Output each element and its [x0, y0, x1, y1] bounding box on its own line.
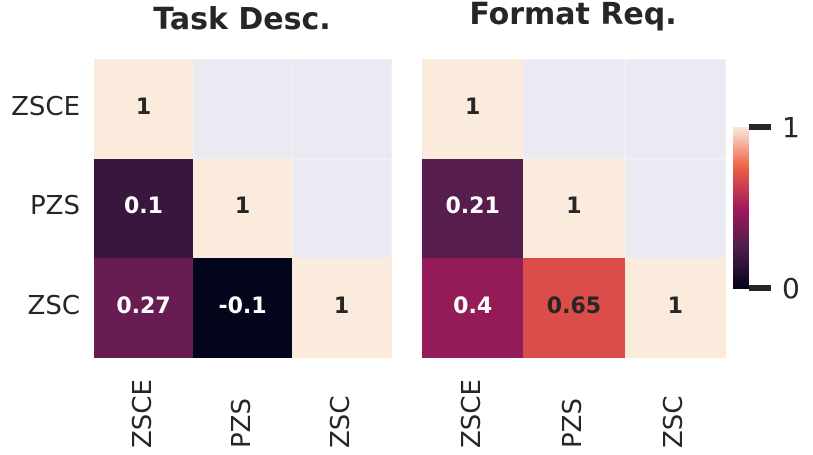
colorbar-tick-max — [749, 124, 771, 130]
heatmap-cell-value: 0.65 — [546, 293, 602, 319]
heatmap-cell — [193, 158, 293, 259]
heatmap-cell — [94, 158, 194, 259]
heatmap-cell — [624, 258, 727, 358]
heatmap-cell — [193, 59, 293, 159]
heatmap-cell-value: 1 — [135, 94, 152, 120]
heatmap-cell-value: 1 — [566, 194, 582, 220]
colorbar-tick-min — [749, 285, 771, 291]
heatmap-cell-value: -0.1 — [218, 293, 267, 319]
heatmap-cell-value: 1 — [234, 194, 251, 220]
column-label: ZSC — [659, 395, 690, 448]
heatmap-cell-value: 0.27 — [116, 293, 171, 319]
colorbar — [733, 127, 771, 289]
heatmap-cell — [292, 158, 392, 259]
colorbar-label-max: 1 — [782, 111, 800, 144]
heatmap-cell — [292, 59, 392, 159]
heatmap-cell — [523, 158, 626, 259]
row-label: ZSC — [27, 290, 80, 321]
heatmap-cell — [624, 158, 727, 259]
heatmap-cell-value: 0.21 — [445, 194, 500, 220]
heatmap-cell — [422, 59, 524, 159]
panel-title-1: Task Desc. — [153, 2, 331, 37]
heatmap-cell-value: 1 — [333, 293, 350, 319]
heatmap-cell — [193, 258, 293, 358]
heatmap-cell-value: 1 — [464, 94, 481, 120]
column-label: PZS — [557, 398, 588, 448]
row-label: ZSCE — [11, 91, 80, 122]
heatmap-cell-value: 1 — [667, 293, 683, 319]
heatmap-cell — [422, 158, 524, 259]
heatmap-cell — [523, 59, 626, 159]
heatmap-cell — [422, 258, 524, 358]
column-label: ZSCE — [127, 379, 158, 448]
colorbar-gradient — [733, 127, 749, 289]
panel-title-2: Format Req. — [469, 0, 677, 32]
heatmap-cell-value: 0.1 — [124, 194, 163, 220]
column-label: ZSCE — [456, 379, 487, 448]
column-label: PZS — [226, 398, 257, 448]
heatmap-cell — [94, 258, 194, 358]
column-label: ZSC — [325, 395, 356, 448]
heatmap-cell-value: 0.4 — [453, 293, 493, 319]
heatmap-cell — [292, 258, 392, 358]
row-label: PZS — [30, 191, 80, 222]
colorbar-label-min: 0 — [782, 272, 800, 305]
heatmap-cell — [523, 258, 626, 358]
heatmap-cell — [94, 59, 194, 159]
heatmap-cell — [624, 59, 727, 159]
